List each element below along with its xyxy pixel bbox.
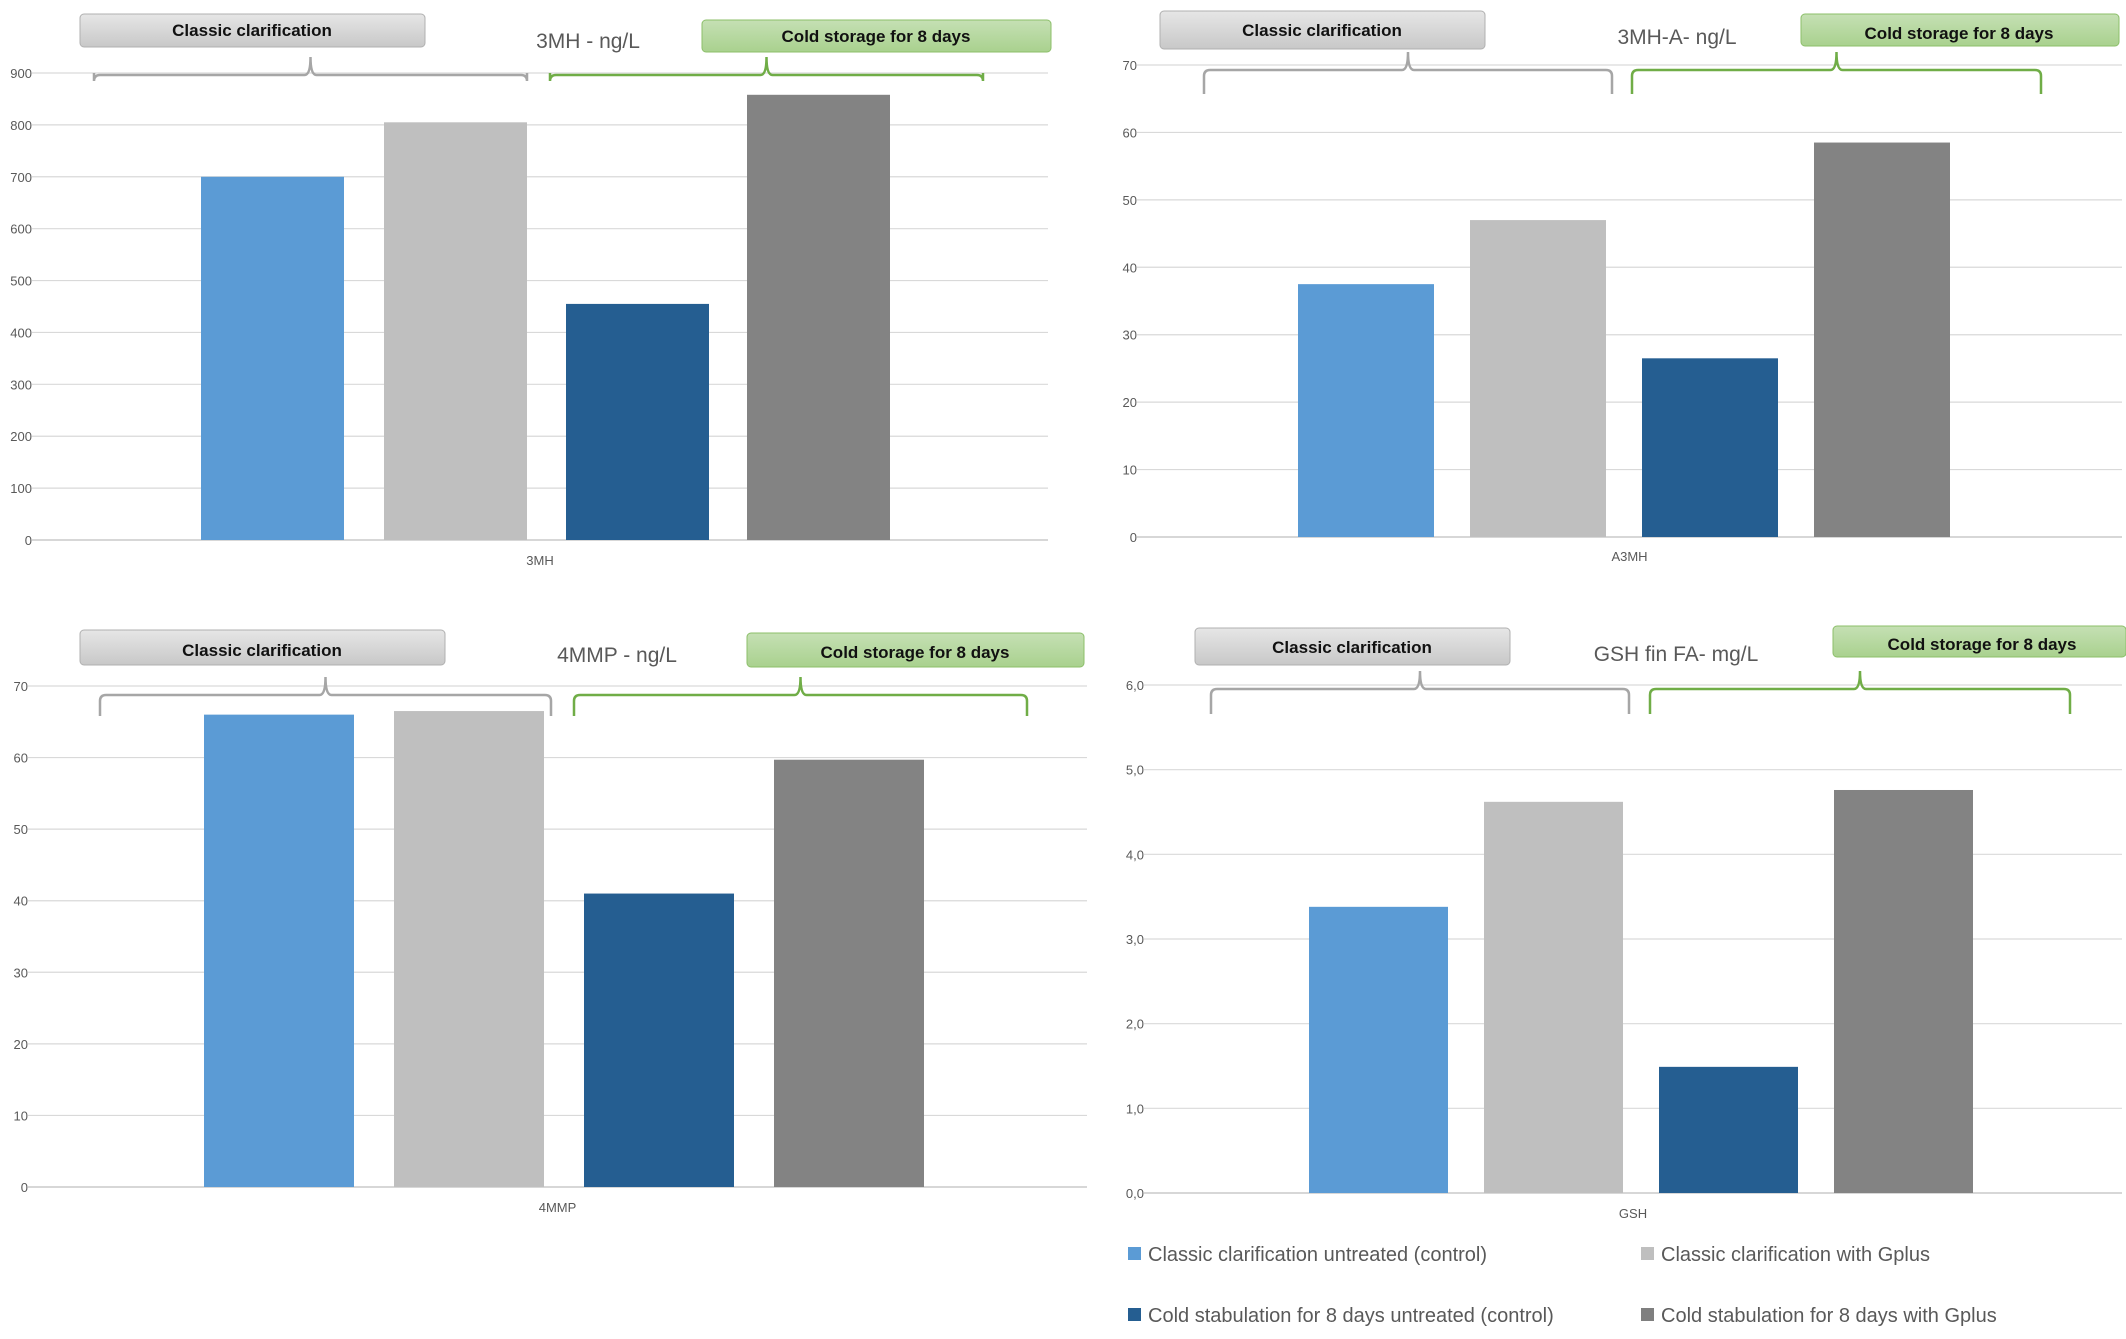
- bar-3: [1659, 1066, 1798, 1193]
- cold-storage-bracket: [572, 676, 1029, 716]
- y-tick-label: 70: [1123, 58, 1137, 73]
- cold-storage-label: Cold storage for 8 days: [782, 27, 971, 46]
- bar-3: [584, 893, 734, 1187]
- y-tick-label: 600: [10, 222, 32, 237]
- cold-storage-box: [701, 19, 1052, 53]
- y-tick-label: 0: [1130, 530, 1137, 545]
- y-tick-label: 0: [25, 533, 32, 548]
- legend-label-3: Cold stabulation for 8 days untreated (c…: [1148, 1305, 1554, 1327]
- bar-4: [1834, 789, 1973, 1193]
- cold-storage-bracket: [1648, 670, 2072, 714]
- y-tick-label: 0,0: [1126, 1186, 1144, 1201]
- classic-clarification-box: [79, 13, 426, 48]
- chart-title: GSH fin FA- mg/L: [1594, 643, 1759, 666]
- y-tick-label: 10: [14, 1108, 28, 1123]
- y-tick-label: 0: [21, 1180, 28, 1195]
- classic-clarification-box: [1159, 10, 1486, 50]
- chart-gsh: 0,0 1,0 2,0 3,0 4,0 5,0 6,0 GSH GSH fin FA- mg/L…: [1126, 625, 2126, 1221]
- category-label: 3MH: [526, 553, 553, 568]
- y-tick-label: 1,0: [1126, 1101, 1144, 1116]
- chart-4mmp: 0 10 20 30 40 50 60 70 4MMP 4MMP - ng/L Classic cl…: [14, 629, 1087, 1215]
- classic-clarification-bracket: [92, 56, 529, 82]
- classic-clarification-box: [79, 629, 446, 666]
- y-tick-label: 30: [1123, 328, 1137, 343]
- bar-2: [1470, 220, 1606, 538]
- chart-legend: Classic clarification untreated (control…: [1128, 1244, 1997, 1327]
- y-tick-label: 100: [10, 481, 32, 496]
- y-tick-label: 3,0: [1126, 932, 1144, 947]
- category-label: GSH: [1619, 1206, 1647, 1221]
- y-tick-label: 10: [1123, 463, 1137, 478]
- classic-clarification-label: Classic clarification: [1272, 638, 1432, 657]
- classic-clarification-bracket: [1202, 51, 1614, 94]
- legend-swatch-2: [1641, 1247, 1654, 1260]
- y-tick-label: 5,0: [1126, 763, 1144, 778]
- cold-storage-box: [1832, 625, 2126, 658]
- cold-storage-box: [1800, 13, 2120, 47]
- bar-3: [1642, 358, 1778, 537]
- bar-3: [566, 303, 709, 540]
- cold-storage-label: Cold storage for 8 days: [821, 643, 1010, 662]
- chart-title: 3MH-A- ng/L: [1617, 26, 1736, 49]
- classic-clarification-label: Classic clarification: [182, 641, 342, 660]
- y-tick-label: 300: [10, 377, 32, 392]
- y-tick-label: 2,0: [1126, 1017, 1144, 1032]
- classic-clarification-label: Classic clarification: [1242, 21, 1402, 40]
- chart-title: 3MH - ng/L: [536, 30, 640, 53]
- y-tick-label: 900: [10, 66, 32, 81]
- y-tick-label: 60: [14, 751, 28, 766]
- classic-clarification-box: [1194, 627, 1511, 666]
- cold-storage-label: Cold storage for 8 days: [1865, 24, 2054, 43]
- cold-storage-bracket: [1630, 51, 2043, 94]
- y-tick-label: 700: [10, 170, 32, 185]
- bar-2: [1484, 801, 1623, 1193]
- y-tick-label: 20: [1123, 395, 1137, 410]
- legend-swatch-3: [1128, 1308, 1141, 1321]
- legend-swatch-1: [1128, 1247, 1141, 1260]
- legend-label-1: Classic clarification untreated (control…: [1148, 1244, 1487, 1266]
- chart-3mh-a: 0 10 20 30 40 50 60 70 A3MH 3MH-A- ng/L Classic cl…: [1123, 10, 2122, 564]
- y-tick-label: 200: [10, 429, 32, 444]
- y-tick-label: 6,0: [1126, 678, 1144, 693]
- y-tick-label: 4,0: [1126, 847, 1144, 862]
- cold-storage-bracket: [548, 56, 985, 82]
- cold-storage-box: [746, 632, 1085, 668]
- bar-4: [774, 759, 924, 1187]
- bar-4: [747, 94, 890, 540]
- y-tick-label: 50: [1123, 193, 1137, 208]
- legend-label-4: Cold stabulation for 8 days with Gplus: [1661, 1305, 1997, 1327]
- bar-2: [384, 122, 527, 541]
- legend-swatch-4: [1641, 1308, 1654, 1321]
- y-tick-label: 40: [1123, 260, 1137, 275]
- bar-1: [201, 176, 344, 540]
- y-tick-label: 70: [14, 679, 28, 694]
- y-tick-label: 50: [14, 822, 28, 837]
- category-label: 4MMP: [539, 1200, 577, 1215]
- y-tick-label: 30: [14, 965, 28, 980]
- classic-clarification-bracket: [1209, 670, 1631, 714]
- y-tick-label: 60: [1123, 125, 1137, 140]
- bar-1: [1309, 906, 1448, 1193]
- y-tick-label: 400: [10, 325, 32, 340]
- y-tick-label: 40: [14, 894, 28, 909]
- classic-clarification-label: Classic clarification: [172, 21, 332, 40]
- legend-label-2: Classic clarification with Gplus: [1661, 1244, 1930, 1266]
- category-label: A3MH: [1611, 549, 1647, 564]
- classic-clarification-bracket: [98, 676, 553, 716]
- y-tick-label: 500: [10, 274, 32, 289]
- bar-2: [394, 711, 544, 1187]
- chart-title: 4MMP - ng/L: [557, 644, 677, 667]
- y-tick-label: 20: [14, 1037, 28, 1052]
- chart-3mh: 0 100 200 300 400 500 600 700 800 900 3MH 3MH - ng/…: [10, 13, 1052, 568]
- y-tick-label: 800: [10, 118, 32, 133]
- bar-4: [1814, 142, 1950, 538]
- bar-1: [1298, 284, 1434, 537]
- cold-storage-label: Cold storage for 8 days: [1888, 635, 2077, 654]
- bar-1: [204, 714, 354, 1187]
